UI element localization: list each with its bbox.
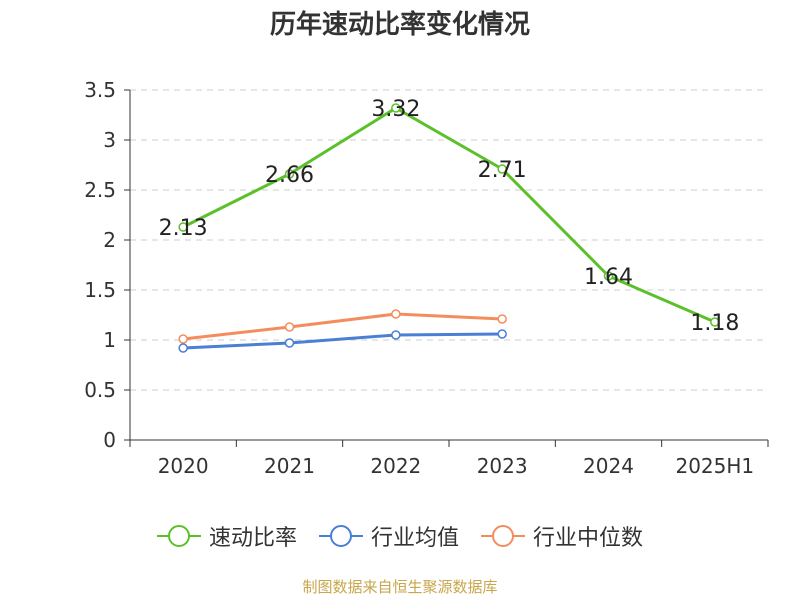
data-point-industry-average [497,329,507,339]
data-point-quick-ratio [497,164,507,174]
y-tick-label: 1 [103,328,116,352]
data-label: 1.18 [690,311,739,336]
series-line-industry-median [182,312,503,341]
y-tick-label: 0 [103,428,116,452]
legend-label-industry-average: 行业均值 [370,526,459,551]
legend-marker-quick-ratio [156,525,201,547]
data-point-industry-median [284,322,295,332]
x-tick-label: 2024 [583,454,634,478]
legend-label-industry-median: 行业中位数 [533,526,644,551]
x-tick-label: 2020 [158,454,209,478]
data-point-quick-ratio [178,222,188,232]
series-line-quick-ratio [182,106,716,324]
legend-item-industry-median[interactable]: 行业中位数 [481,520,643,552]
y-tick-label: 3.5 [84,78,116,102]
data-label: 1.64 [584,265,633,290]
legend-item-industry-average[interactable]: 行业均值 [318,520,459,552]
data-point-quick-ratio [284,169,295,179]
x-tick-label: 2022 [370,454,421,478]
chart-title: 历年速动比率变化情况 [269,10,530,40]
x-tick-label: 2023 [477,454,528,478]
data-point-quick-ratio [391,103,401,113]
data-point-industry-average [178,343,188,353]
data-point-industry-average [391,330,401,340]
data-point-quick-ratio [710,317,720,327]
data-point-industry-average [284,338,295,348]
data-label: 2.13 [159,216,208,241]
data-label: 3.32 [371,97,420,122]
legend: 速动比率 行业均值 行业中位数 [0,520,800,552]
y-tick-label: 3 [103,128,116,152]
data-point-industry-median [178,334,188,344]
series-line-industry-average [183,332,503,350]
data-point-industry-median [391,309,401,319]
legend-marker-industry-average [318,525,363,547]
data-point-industry-median [497,314,507,324]
x-tick-label: 2021 [264,454,315,478]
y-tick-label: 0.5 [84,378,116,402]
y-tick-label: 2.5 [84,178,116,202]
data-label: 2.66 [265,163,314,188]
x-tick-label: 2025H1 [675,454,754,478]
data-label: 2.71 [478,158,527,183]
legend-marker-industry-median [481,525,525,547]
legend-label-quick-ratio: 速动比率 [208,526,297,551]
y-tick-label: 1.5 [84,278,116,302]
y-tick-label: 2 [103,228,116,252]
legend-item-quick-ratio[interactable]: 速动比率 [156,520,297,552]
source-footer: 制图数据来自恒生聚源数据库 [302,578,498,596]
data-point-quick-ratio [603,271,614,281]
